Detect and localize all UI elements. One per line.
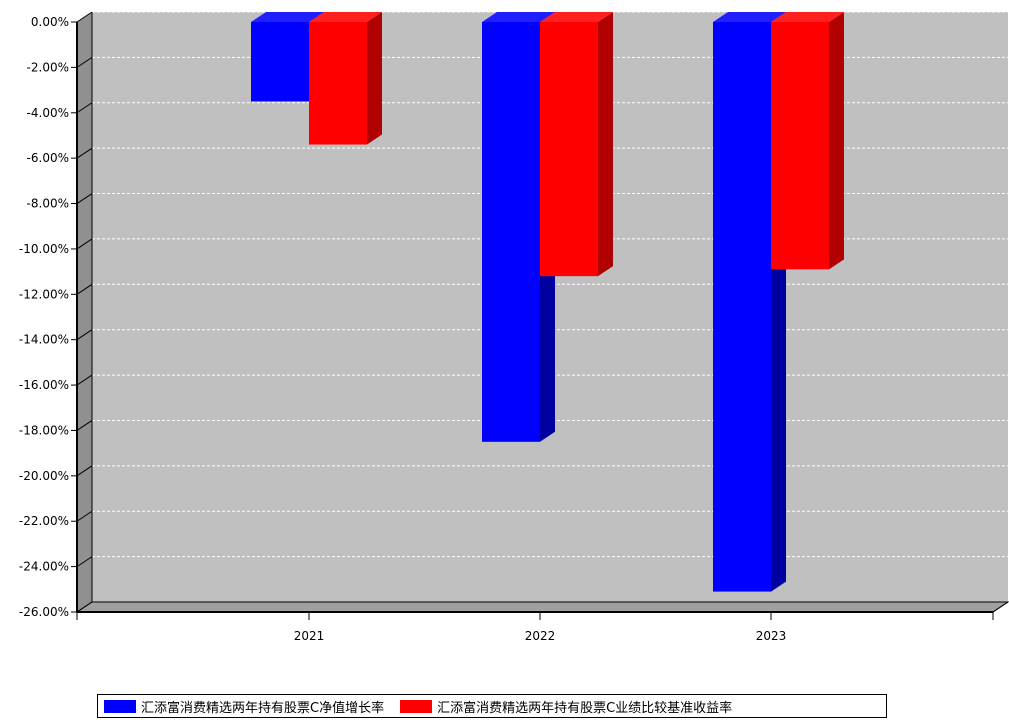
side-grid-line	[76, 193, 93, 204]
y-tick-label: -16.00%	[19, 378, 69, 392]
y-tick-label: -20.00%	[19, 469, 69, 483]
y-tick-label: -18.00%	[19, 423, 69, 437]
bar-side	[367, 12, 382, 145]
bar-2021-benchmark	[309, 12, 382, 145]
legend-label-nav-growth: 汇添富消费精选两年持有股票C净值增长率	[141, 700, 385, 716]
side-grid-line	[76, 601, 93, 613]
y-tick-label: -6.00%	[27, 151, 69, 165]
side-grid-line	[76, 56, 93, 68]
y-tick-label: -8.00%	[27, 197, 69, 211]
y-axis-ticks: 0.00% -2.00% -4.00% -6.00% -8.00% -10.00% -12.…	[19, 15, 77, 619]
bar-chart: 0.00% -2.00% -4.00% -6.00% -8.00% -10.00% -12.…	[19, 11, 1009, 643]
bars	[251, 12, 844, 592]
x-tick-label: 2022	[525, 629, 556, 643]
y-tick-label: -24.00%	[19, 560, 69, 574]
bar-front	[309, 22, 367, 145]
axes	[76, 12, 1009, 613]
side-grid-line	[76, 102, 93, 114]
legend-item-nav-growth: 汇添富消费精选两年持有股票C净值增长率	[104, 697, 384, 716]
side-grid-line	[76, 556, 93, 568]
bar-top	[771, 12, 844, 22]
bar-front	[251, 22, 309, 102]
bar-front	[482, 22, 540, 442]
bar-2023-benchmark	[771, 12, 844, 270]
bar-side	[829, 12, 844, 270]
left-wall	[77, 12, 92, 612]
side-grid-line	[76, 329, 93, 341]
bar-2023-nav-growth	[713, 12, 786, 592]
y-tick-label: -2.00%	[27, 60, 69, 74]
side-grid-line	[76, 238, 93, 250]
y-tick-label: -10.00%	[19, 242, 69, 256]
y-tick-label: -22.00%	[19, 514, 69, 528]
bar-front	[540, 22, 598, 277]
x-axis-ticks: 2021 2022 2023	[76, 612, 994, 643]
bar-top	[713, 12, 786, 22]
y-tick-label: -4.00%	[27, 106, 69, 120]
y-tick-label: -12.00%	[19, 287, 69, 301]
y-tick-label: -26.00%	[19, 605, 69, 619]
legend-item-benchmark: 汇添富消费精选两年持有股票C业绩比较基准收益率	[400, 697, 732, 716]
bar-front	[771, 22, 829, 270]
legend: 汇添富消费精选两年持有股票C净值增长率 汇添富消费精选两年持有股票C业绩比较基准…	[97, 694, 887, 718]
bar-top	[482, 12, 555, 22]
floor-edge	[992, 601, 1009, 613]
bar-front	[713, 22, 771, 592]
side-grid-line	[76, 465, 93, 477]
legend-swatch-blue	[104, 699, 136, 713]
side-grid-line	[76, 374, 93, 386]
x-tick-label: 2021	[294, 629, 325, 643]
side-grid-line	[76, 420, 93, 431]
y-tick-label: 0.00%	[31, 15, 69, 29]
y-tick-label: -14.00%	[19, 333, 69, 347]
bar-2022-benchmark	[540, 12, 613, 277]
side-grid-line	[76, 11, 93, 23]
x-tick-label: 2023	[756, 629, 787, 643]
legend-swatch-red	[400, 699, 433, 713]
bar-top	[309, 12, 382, 22]
side-grid-line	[76, 283, 93, 295]
bar-top	[540, 12, 613, 22]
bar-top	[251, 12, 324, 22]
bar-side	[598, 12, 613, 277]
legend-label-benchmark: 汇添富消费精选两年持有股票C业绩比较基准收益率	[437, 700, 733, 716]
floor	[75, 601, 1009, 613]
side-grid-line	[76, 510, 93, 522]
side-grid-line	[76, 147, 93, 159]
